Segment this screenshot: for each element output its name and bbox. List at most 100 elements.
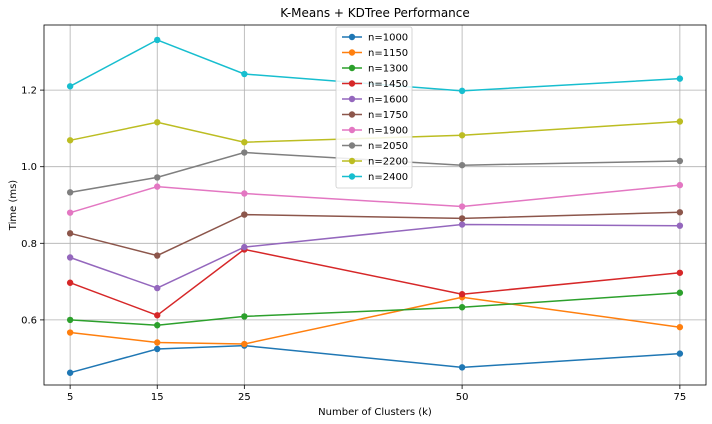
data-point: [241, 190, 248, 197]
series-n=1000: [66, 342, 684, 376]
series-n=2200: [66, 118, 684, 146]
series-line: [70, 291, 680, 327]
data-point: [676, 209, 684, 216]
data-point: [154, 312, 161, 319]
series-line: [69, 184, 680, 214]
data-point: [458, 203, 466, 210]
legend-item: n=1600: [342, 95, 408, 106]
data-point: [154, 252, 161, 259]
data-point: [241, 313, 248, 320]
legend-label: n=1150: [368, 48, 408, 59]
y-tick-label: 1.0: [21, 162, 37, 173]
data-point: [66, 83, 74, 90]
data-point: [676, 181, 684, 189]
x-axis-label: Number of Clusters (k): [318, 407, 432, 418]
series-n=1900: [66, 181, 684, 216]
legend-label: n=1750: [368, 110, 408, 121]
legend-swatch-marker: [348, 33, 356, 41]
chart-title: K-Means + KDTree Performance: [280, 6, 470, 20]
data-point: [66, 209, 74, 216]
data-point: [241, 70, 248, 78]
series-n=1600: [66, 221, 684, 292]
data-point: [66, 369, 74, 376]
data-point: [66, 254, 74, 261]
data-point: [154, 345, 161, 353]
data-point: [676, 289, 684, 296]
data-point: [66, 137, 74, 144]
x-tick-label: 75: [674, 392, 687, 403]
data-point: [66, 230, 74, 237]
data-point: [458, 87, 466, 95]
legend-swatch-marker: [348, 80, 356, 87]
series-n=1150: [66, 294, 684, 348]
series-n=1750: [66, 209, 684, 259]
data-point: [458, 221, 466, 228]
legend-label: n=2050: [368, 141, 408, 152]
data-point: [676, 350, 684, 357]
series-line: [69, 344, 680, 374]
legend-swatch-marker: [348, 49, 356, 56]
x-tick-label: 15: [151, 392, 164, 403]
y-tick-label: 0.8: [21, 239, 37, 250]
legend-label: n=1600: [368, 95, 408, 106]
legend-item: n=1750: [342, 110, 408, 121]
data-point: [241, 149, 248, 156]
series-line: [69, 248, 680, 317]
data-point: [66, 329, 74, 336]
x-tick-label: 50: [456, 392, 469, 403]
legend-swatch-marker: [348, 142, 356, 149]
data-point: [458, 364, 466, 371]
x-tick-label: 5: [67, 392, 73, 403]
series-group: [66, 36, 684, 376]
series-n=2050: [66, 149, 684, 196]
legend-label: n=2400: [368, 172, 408, 183]
legend-item: n=1150: [342, 48, 408, 59]
legend-item: n=1450: [342, 79, 408, 90]
legend: n=1000 n=1150 n=1300 n=1450 n=1600 n=1750 n=19…: [335, 26, 413, 189]
data-point: [154, 119, 161, 126]
legend-swatch-marker: [348, 157, 356, 165]
data-point: [676, 222, 684, 229]
legend-item: n=1000: [342, 33, 408, 44]
legend-label: n=1000: [368, 33, 408, 44]
data-point: [676, 323, 684, 331]
data-point: [154, 322, 161, 329]
data-point: [154, 36, 161, 44]
legend-item: n=2200: [342, 157, 408, 168]
data-point: [154, 284, 161, 292]
plot-frame: [43, 24, 707, 386]
data-point: [241, 138, 248, 146]
data-point: [241, 243, 248, 251]
legend-label: n=1300: [368, 64, 408, 75]
y-tick-label: 0.6: [21, 315, 37, 326]
y-tick-label: 1.2: [21, 86, 37, 97]
series-n=1300: [66, 289, 684, 329]
y-axis-label: Time (ms): [8, 180, 19, 232]
data-point: [66, 279, 74, 286]
legend-swatch-marker: [348, 95, 356, 103]
data-point: [676, 75, 684, 82]
data-point: [66, 189, 74, 196]
data-point: [154, 339, 161, 346]
legend-item: n=2400: [342, 172, 408, 183]
legend-swatch-marker: [348, 64, 356, 72]
data-point: [458, 304, 466, 311]
legend-swatch-marker: [348, 126, 356, 134]
x-tick-label: 25: [238, 392, 251, 403]
data-point: [154, 183, 161, 190]
legend-swatch-marker: [348, 111, 356, 118]
data-point: [241, 340, 248, 348]
legend-label: n=1450: [368, 79, 408, 90]
legend-item: n=1900: [342, 126, 408, 137]
data-point: [458, 215, 466, 222]
series-line: [69, 223, 680, 289]
data-point: [241, 211, 248, 218]
legend-item: n=1300: [342, 64, 408, 75]
legend-label: n=2200: [368, 157, 408, 168]
series-n=2400: [66, 36, 684, 95]
data-point: [676, 157, 684, 165]
data-point: [154, 174, 161, 181]
data-point: [676, 118, 684, 125]
